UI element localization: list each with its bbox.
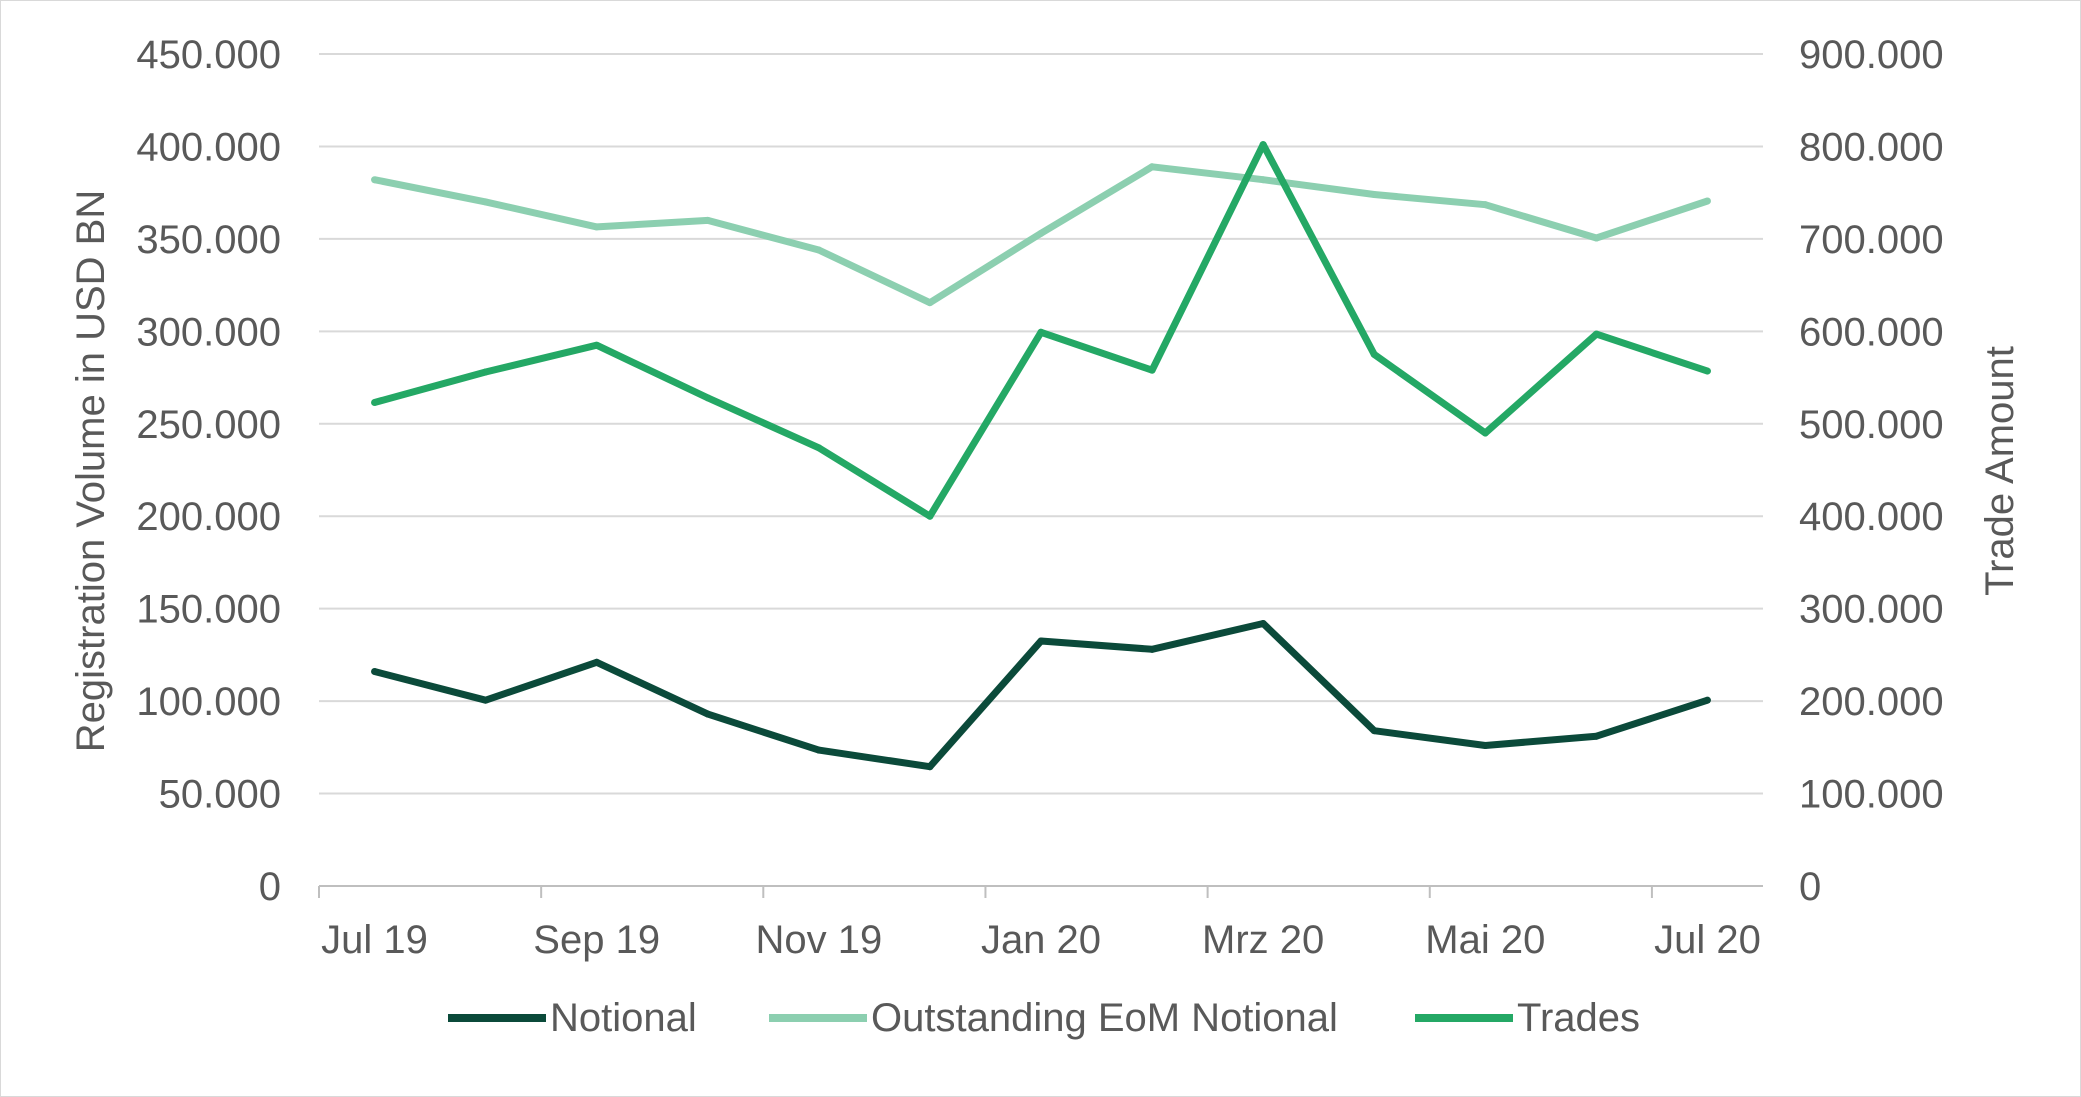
data-point-trades	[482, 368, 490, 376]
right-y-tick-label: 900.000	[1799, 33, 1944, 77]
x-tick-label: Mrz 20	[1202, 918, 1324, 962]
data-point-trades	[1037, 328, 1045, 336]
data-point-trades	[926, 512, 934, 520]
data-point-notional	[1481, 741, 1489, 749]
x-tick-label: Jan 20	[981, 918, 1101, 962]
right-y-tick-label: 500.000	[1799, 403, 1944, 447]
left-y-tick-label: 100.000	[136, 680, 281, 724]
right-y-tick-label: 100.000	[1799, 773, 1944, 817]
data-point-notional	[1370, 727, 1378, 735]
data-point-trades	[1703, 367, 1711, 375]
left-y-tick-label: 150.000	[136, 588, 281, 632]
legend-label: Trades	[1517, 996, 1640, 1040]
data-point-trades	[593, 341, 601, 349]
right-axis-title: Trade Amount	[1978, 346, 2022, 596]
left-y-tick-label: 350.000	[136, 218, 281, 262]
right-y-axis: 0 100.000 200.000 300.000 400.000 500.000 600.…	[1799, 33, 1944, 909]
data-point-outstanding-eom-notional	[1703, 197, 1711, 205]
data-point-notional	[1259, 619, 1267, 627]
data-point-trades	[704, 394, 712, 402]
x-tick-label: Mai 20	[1425, 918, 1545, 962]
data-point-trades	[1259, 141, 1267, 149]
left-y-tick-label: 400.000	[136, 125, 281, 169]
data-point-outstanding-eom-notional	[1037, 229, 1045, 237]
left-y-tick-label: 200.000	[136, 495, 281, 539]
data-point-notional	[1148, 645, 1156, 653]
right-y-tick-label: 0	[1799, 865, 1821, 909]
data-point-trades	[815, 444, 823, 452]
data-point-outstanding-eom-notional	[926, 299, 934, 307]
x-tick-label: Jul 20	[1654, 918, 1761, 962]
data-point-outstanding-eom-notional	[593, 223, 601, 231]
x-tick-label: Sep 19	[533, 918, 660, 962]
data-point-notional	[371, 668, 379, 676]
data-point-notional	[704, 710, 712, 718]
data-point-notional	[593, 658, 601, 666]
left-y-tick-label: 450.000	[136, 33, 281, 77]
data-point-trades	[1592, 330, 1600, 338]
left-y-tick-label: 50.000	[159, 773, 281, 817]
x-axis-tick-labels: Jul 19 Sep 19 Nov 19 Jan 20 Mrz 20 Mai 20 Jul …	[321, 918, 1761, 962]
data-point-trades	[1370, 350, 1378, 358]
data-point-notional	[1703, 696, 1711, 704]
data-point-outstanding-eom-notional	[704, 216, 712, 224]
right-y-tick-label: 300.000	[1799, 588, 1944, 632]
data-point-notional	[1037, 637, 1045, 645]
legend: Notional Outstanding EoM Notional Trades	[448, 996, 1640, 1040]
right-y-tick-label: 800.000	[1799, 125, 1944, 169]
data-point-outstanding-eom-notional	[482, 198, 490, 206]
data-point-trades	[371, 399, 379, 407]
left-axis-title: Registration Volume in USD BN	[69, 190, 113, 752]
data-point-outstanding-eom-notional	[1481, 201, 1489, 209]
right-y-tick-label: 600.000	[1799, 310, 1944, 354]
legend-label: Outstanding EoM Notional	[871, 996, 1338, 1040]
left-y-axis: 0 50.000 100.000 150.000 200.000 250.000 300.0…	[136, 33, 281, 909]
series-line-notional	[373, 620, 1709, 771]
data-point-trades	[1148, 366, 1156, 374]
data-point-outstanding-eom-notional	[1259, 176, 1267, 184]
x-tick-label: Nov 19	[755, 918, 882, 962]
right-y-tick-label: 200.000	[1799, 680, 1944, 724]
data-point-outstanding-eom-notional	[1370, 191, 1378, 199]
left-y-tick-label: 300.000	[136, 310, 281, 354]
legend-label: Notional	[550, 996, 697, 1040]
left-y-tick-label: 0	[259, 865, 281, 909]
x-tick-label: Jul 19	[321, 918, 428, 962]
data-point-trades	[1481, 429, 1489, 437]
data-point-outstanding-eom-notional	[1592, 234, 1600, 242]
left-y-tick-label: 250.000	[136, 403, 281, 447]
data-point-notional	[815, 746, 823, 754]
series-lines	[371, 141, 1711, 771]
data-point-notional	[1592, 732, 1600, 740]
data-point-outstanding-eom-notional	[371, 176, 379, 184]
data-point-outstanding-eom-notional	[815, 246, 823, 254]
x-axis	[318, 885, 1763, 898]
right-y-tick-label: 400.000	[1799, 495, 1944, 539]
data-point-notional	[926, 763, 934, 771]
data-point-notional	[482, 696, 490, 704]
data-point-outstanding-eom-notional	[1148, 163, 1156, 171]
right-y-tick-label: 700.000	[1799, 218, 1944, 262]
